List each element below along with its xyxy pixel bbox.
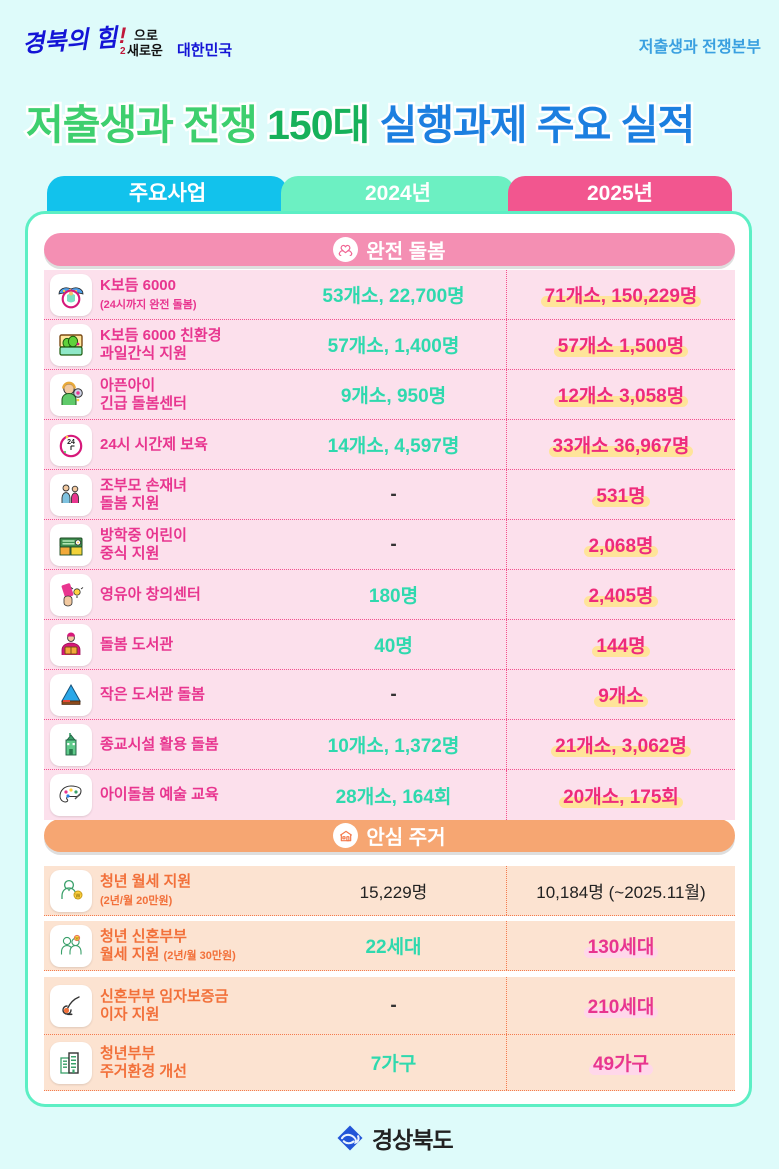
svg-text:대한민국: 대한민국 xyxy=(177,42,232,59)
svg-text:!: ! xyxy=(119,24,126,48)
svg-text:새로운: 새로운 xyxy=(127,43,163,58)
svg-text:2: 2 xyxy=(120,46,126,57)
svg-text:으로: 으로 xyxy=(134,28,158,43)
svg-text:24: 24 xyxy=(67,439,75,446)
svg-text:W: W xyxy=(76,893,81,899)
svg-text:경북의 힘: 경북의 힘 xyxy=(22,24,121,58)
